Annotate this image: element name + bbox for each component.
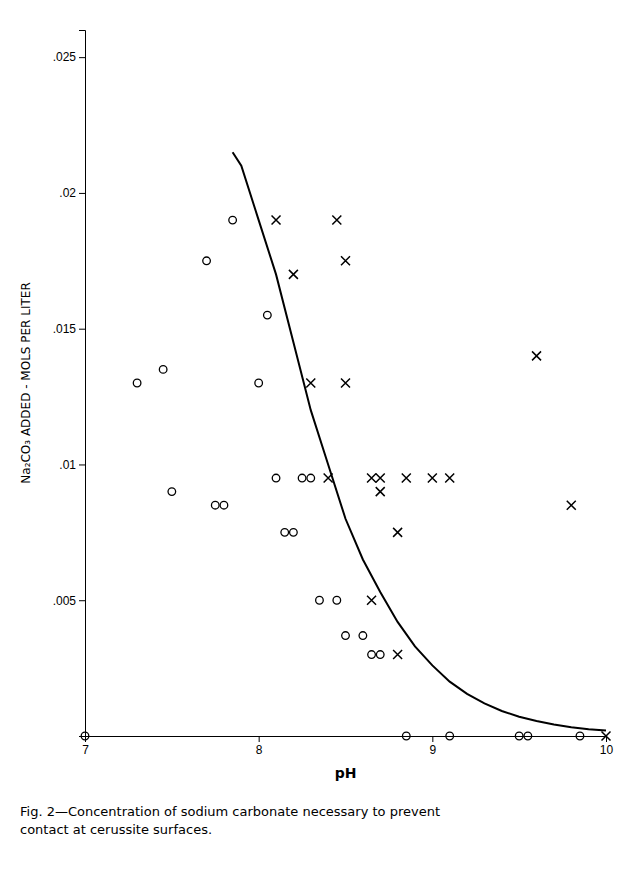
point-series: [272, 216, 611, 741]
tick: .025: [53, 50, 85, 64]
tick: .01: [59, 458, 85, 472]
circle-point: [211, 501, 219, 509]
tick-mark: [79, 329, 85, 330]
circle-point: [133, 379, 141, 387]
circle-point: [264, 311, 272, 319]
circle-point: [290, 529, 298, 537]
circle-point: [281, 529, 289, 537]
circle-point: [333, 596, 341, 604]
plot-area: 7 8 9 10 .005 .01 .015 .02 .025: [53, 31, 614, 757]
tick-mark: [79, 736, 85, 737]
y-axis-title: Na₂CO₃ ADDED - MOLS PER LITER: [19, 282, 33, 483]
chart: 7 8 9 10 .005 .01 .015 .02 .025 pH Na₂CO₃ ADDED - …: [0, 0, 636, 871]
circle-point: [168, 488, 176, 496]
circle-point: [524, 732, 532, 740]
circle-point: [307, 474, 315, 482]
circle-point: [576, 732, 584, 740]
circle-point: [342, 632, 350, 640]
cross-point: [402, 474, 411, 483]
tick: [79, 736, 85, 737]
tick-label: .01: [59, 458, 76, 472]
tick-label: .015: [53, 322, 77, 336]
caption: contact at cerussite surfaces.: [20, 822, 212, 837]
circle-point: [515, 732, 523, 740]
circle-point: [368, 651, 376, 659]
cross-point: [393, 528, 402, 537]
circle-point: [220, 501, 228, 509]
circle-point: [272, 474, 280, 482]
circle-point: [298, 474, 306, 482]
tick-label: .025: [53, 50, 77, 64]
tick-mark: [432, 736, 433, 742]
cross-point: [428, 474, 437, 483]
tick-mark: [259, 736, 260, 742]
cross-point: [376, 487, 385, 496]
cross-point: [393, 650, 402, 659]
cross-point: [367, 474, 376, 483]
cross-point: [341, 379, 350, 388]
circle-point: [159, 366, 167, 374]
tick-label: 7: [82, 743, 89, 757]
cross-point: [567, 501, 576, 510]
tick-mark: [79, 464, 85, 465]
tick-mark: [79, 57, 85, 58]
tick-mark: [79, 193, 85, 194]
caption: Fig. 2—Concentration of sodium carbonate…: [20, 804, 440, 819]
tick-label: .02: [59, 186, 76, 200]
circle-point: [81, 732, 89, 740]
tick: 8: [256, 736, 263, 757]
tick-mark: [79, 600, 85, 601]
cross-point: [445, 474, 454, 483]
cross-point: [289, 270, 298, 279]
axis-line: [79, 31, 86, 737]
tick-label: 8: [256, 743, 263, 757]
circle-point: [359, 632, 367, 640]
tick: .02: [59, 186, 85, 200]
x-axis: 7 8 9 10: [82, 736, 613, 757]
cross-point: [306, 379, 315, 388]
cross-point: [332, 216, 341, 225]
cross-point: [272, 216, 281, 225]
tick-label: 10: [600, 743, 614, 757]
marks: [81, 152, 610, 740]
tick-label: 9: [429, 743, 436, 757]
cross-point: [341, 256, 350, 265]
cross-point: [532, 351, 541, 360]
circle-point: [446, 732, 454, 740]
tick: .005: [53, 594, 85, 608]
curve: [233, 152, 606, 730]
circle-point: [376, 651, 384, 659]
circle-point: [316, 596, 324, 604]
cross-point: [376, 474, 385, 483]
y-axis: .005 .01 .015 .02 .025: [53, 31, 86, 737]
cross-point: [367, 596, 376, 605]
circle-point: [203, 257, 211, 265]
x-axis-title: pH: [335, 765, 357, 781]
circle-point: [402, 732, 410, 740]
tick: .015: [53, 322, 85, 336]
tick: 9: [429, 736, 436, 757]
circle-point: [255, 379, 263, 387]
tick-label: .005: [53, 594, 77, 608]
cross-point: [602, 732, 611, 741]
circle-point: [229, 216, 237, 224]
